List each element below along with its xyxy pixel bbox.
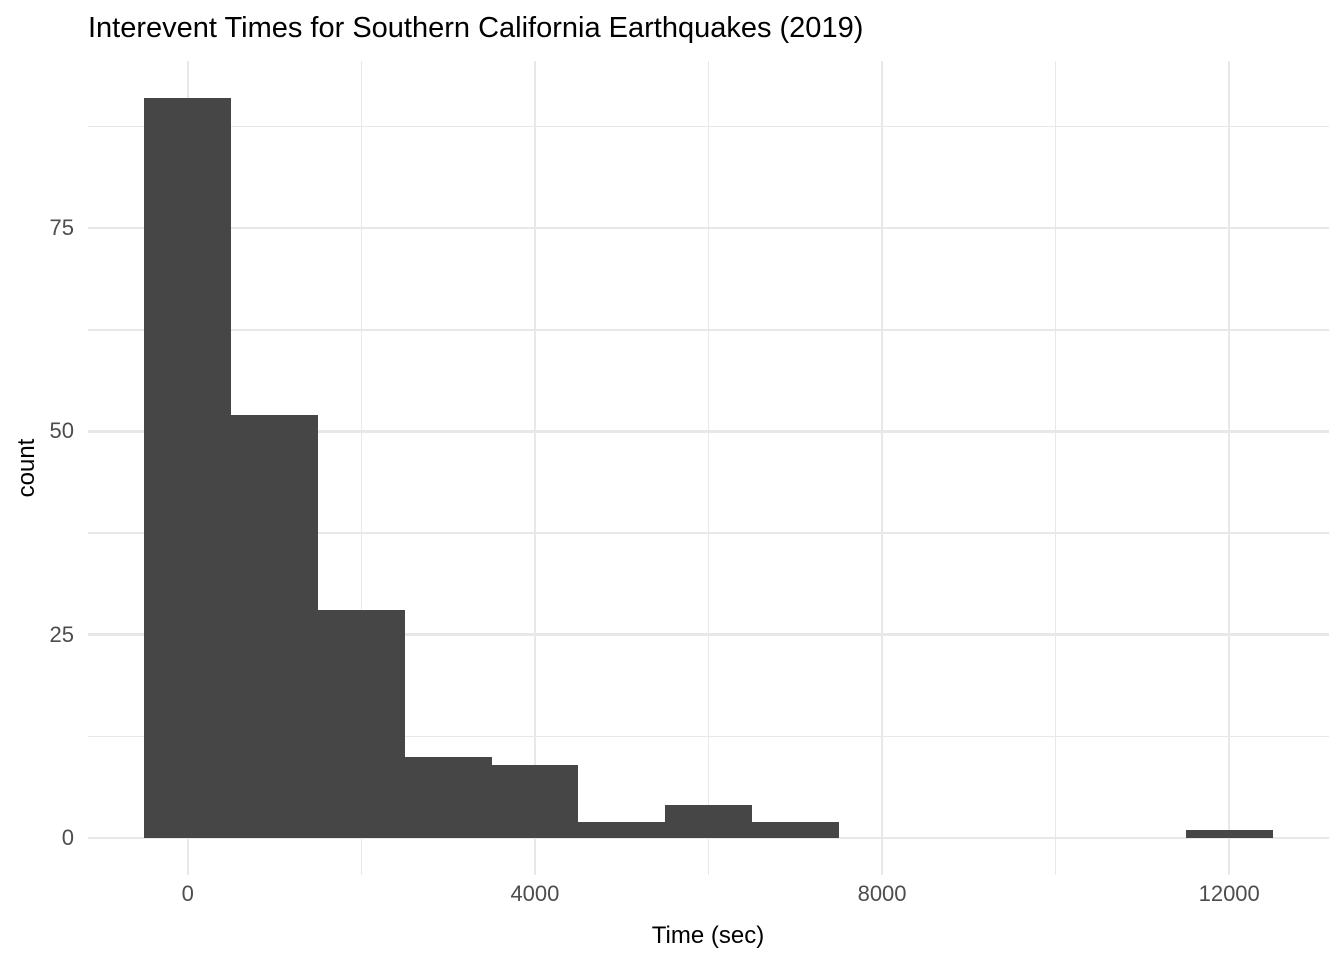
x-tick-label: 12000 bbox=[1198, 881, 1260, 906]
y-major-gridline bbox=[88, 226, 1329, 230]
x-major-gridline bbox=[533, 61, 537, 875]
x-major-gridline bbox=[1227, 61, 1231, 875]
x-minor-gridline bbox=[1054, 61, 1057, 875]
histogram-bar bbox=[404, 756, 492, 838]
x-major-gridline bbox=[880, 61, 884, 875]
histogram-bar bbox=[751, 821, 839, 838]
y-tick-label: 0 bbox=[61, 825, 74, 850]
chart-title: Interevent Times for Southern California… bbox=[88, 12, 864, 44]
x-axis-title: Time (sec) bbox=[651, 922, 765, 949]
y-axis-title: count bbox=[13, 438, 40, 498]
histogram-bar bbox=[317, 610, 405, 838]
y-minor-gridline bbox=[88, 532, 1329, 534]
y-tick-label: 75 bbox=[49, 215, 74, 241]
histogram-bar bbox=[1185, 829, 1273, 838]
y-tick-label: 50 bbox=[49, 418, 74, 444]
histogram-bar bbox=[578, 821, 666, 838]
y-tick-label: 25 bbox=[49, 621, 74, 647]
histogram-bar bbox=[144, 98, 232, 838]
y-minor-gridline bbox=[88, 735, 1329, 738]
y-major-gridline bbox=[88, 633, 1329, 636]
plot-panel bbox=[88, 61, 1329, 875]
x-tick-label: 8000 bbox=[857, 881, 907, 906]
x-tick-label: 4000 bbox=[510, 881, 560, 906]
y-minor-gridline bbox=[88, 125, 1329, 128]
histogram-bar bbox=[665, 805, 752, 838]
histogram-bar bbox=[491, 764, 579, 838]
x-minor-gridline bbox=[707, 61, 710, 875]
y-major-gridline bbox=[88, 836, 1329, 840]
x-minor-gridline bbox=[360, 61, 363, 875]
x-tick-label: 0 bbox=[181, 881, 194, 906]
histogram-bar bbox=[231, 415, 318, 838]
y-major-gridline bbox=[88, 430, 1329, 433]
y-minor-gridline bbox=[88, 329, 1329, 331]
